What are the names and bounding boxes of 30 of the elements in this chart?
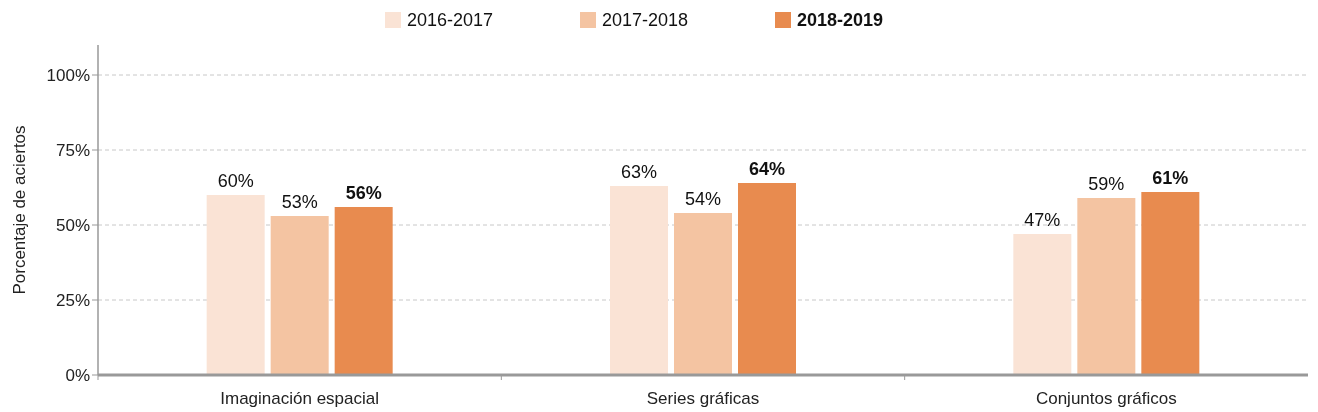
bar bbox=[206, 195, 265, 375]
text: 56% bbox=[345, 183, 382, 203]
text: 61% bbox=[1152, 168, 1189, 188]
bar bbox=[270, 216, 329, 375]
bar bbox=[738, 183, 796, 375]
y-tick-label: 75% bbox=[55, 140, 90, 160]
bar bbox=[1077, 198, 1136, 375]
bar bbox=[1141, 192, 1200, 375]
legend-label: 2017-2018 bbox=[602, 10, 689, 31]
text: 60% bbox=[217, 171, 254, 191]
y-tick-label: 50% bbox=[55, 215, 90, 235]
legend-label: 2016-2017 bbox=[407, 10, 494, 31]
text: 54% bbox=[684, 189, 722, 209]
text: 59% bbox=[1088, 174, 1125, 194]
bar bbox=[674, 213, 732, 375]
x-tick-label: Imaginación espacial bbox=[220, 389, 380, 408]
bar bbox=[610, 186, 668, 375]
legend-label: 2018-2019 bbox=[797, 10, 884, 31]
bar bbox=[334, 207, 393, 375]
text: 53% bbox=[281, 192, 318, 212]
y-tick-label: 100% bbox=[46, 65, 90, 85]
y-tick-label: 25% bbox=[55, 290, 90, 310]
text: 63% bbox=[620, 162, 658, 182]
text: 47% bbox=[1024, 210, 1061, 230]
y-tick-label: 0% bbox=[65, 365, 90, 385]
text: 64% bbox=[748, 159, 786, 179]
x-tick-label: Series gráficas bbox=[646, 389, 760, 408]
x-tick-label: Conjuntos gráficos bbox=[1035, 389, 1177, 408]
y-axis-title: Porcentaje de aciertos bbox=[10, 125, 29, 295]
bar bbox=[1013, 234, 1072, 375]
